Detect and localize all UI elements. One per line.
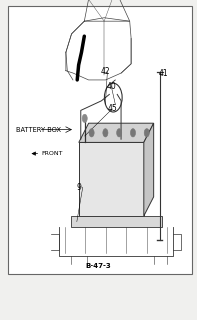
- Circle shape: [82, 114, 87, 123]
- Circle shape: [89, 129, 94, 137]
- Circle shape: [117, 129, 122, 137]
- Text: 45: 45: [107, 104, 117, 113]
- Bar: [64, 34, 67, 38]
- Text: FRONT: FRONT: [41, 151, 63, 156]
- Text: 42: 42: [101, 68, 110, 76]
- Text: 41: 41: [159, 69, 168, 78]
- Circle shape: [144, 129, 149, 137]
- Polygon shape: [144, 123, 154, 216]
- Text: 40: 40: [106, 82, 116, 91]
- Circle shape: [103, 129, 108, 137]
- Circle shape: [130, 129, 136, 137]
- Text: B-47-3: B-47-3: [86, 263, 111, 268]
- Text: BATTERY BOX: BATTERY BOX: [16, 127, 61, 132]
- Bar: [8, 6, 192, 274]
- Bar: [79, 142, 144, 216]
- Bar: [71, 216, 162, 227]
- Polygon shape: [79, 123, 154, 142]
- Text: 9: 9: [76, 183, 81, 192]
